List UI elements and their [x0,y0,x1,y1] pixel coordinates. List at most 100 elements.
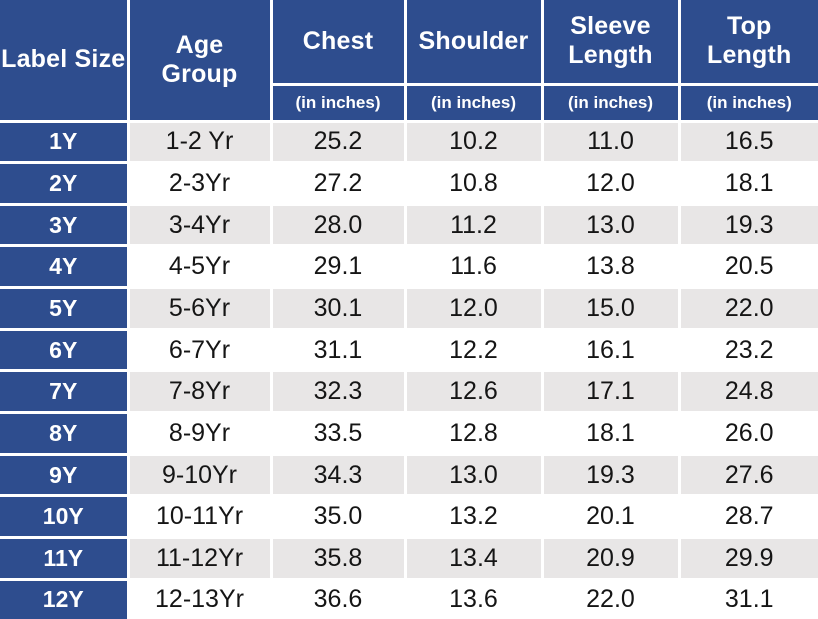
table-row: 6Y 6-7Yr 31.1 12.2 16.1 23.2 [0,329,818,373]
table-header: Label Size Age Group Chest Shoulder Slee… [0,0,818,123]
row-label-cell: 10Y [0,495,130,540]
shoulder-cell: 12.6 [405,370,544,415]
row-label-cell: 1Y [0,121,130,165]
chest-cell: 36.6 [271,579,407,619]
header-label-size: Label Size [0,0,130,123]
age-cell: 1-2 Yr [128,121,273,165]
top-cell: 24.8 [679,370,818,415]
age-cell: 4-5Yr [128,245,273,290]
chest-cell: 33.5 [271,412,407,456]
row-label-cell: 2Y [0,162,130,206]
row-label-cell: 4Y [0,245,130,290]
top-cell: 26.0 [679,412,818,456]
top-cell: 31.1 [679,579,818,619]
header-age-group-line1: Age [175,30,224,59]
header-chest-unit: (in inches) [271,84,407,123]
header-sleeve-length-line2: Length [568,41,653,70]
table-row: 11Y 11-12Yr 35.8 13.4 20.9 29.9 [0,537,818,581]
sleeve-cell: 12.0 [542,162,681,206]
shoulder-cell: 13.4 [405,537,544,581]
age-cell: 10-11Yr [128,495,273,540]
shoulder-cell: 11.6 [405,245,544,290]
shoulder-cell: 13.0 [405,454,544,498]
header-top-unit: (in inches) [679,84,818,123]
sleeve-cell: 13.0 [542,204,681,248]
table-row: 12Y 12-13Yr 36.6 13.6 22.0 31.1 [0,579,818,619]
chest-cell: 27.2 [271,162,407,206]
chest-cell: 30.1 [271,287,407,331]
age-cell: 3-4Yr [128,204,273,248]
header-row-main: Label Size Age Group Chest Shoulder Slee… [0,0,818,123]
table-body: 1Y 1-2 Yr 25.2 10.2 11.0 16.5 2Y 2-3Yr 2… [0,121,818,619]
header-row-units: (in inches) (in inches) (in inches) (in … [0,84,818,123]
row-label-cell: 8Y [0,412,130,456]
table-row: 7Y 7-8Yr 32.3 12.6 17.1 24.8 [0,370,818,415]
table-row: 5Y 5-6Yr 30.1 12.0 15.0 22.0 [0,287,818,331]
age-cell: 7-8Yr [128,370,273,415]
top-cell: 20.5 [679,245,818,290]
sleeve-cell: 17.1 [542,370,681,415]
chest-cell: 25.2 [271,121,407,165]
header-chest: Chest [271,0,407,86]
table-row: 8Y 8-9Yr 33.5 12.8 18.1 26.0 [0,412,818,456]
header-age-group: Age Group [128,0,273,123]
age-cell: 2-3Yr [128,162,273,206]
row-label-cell: 3Y [0,204,130,248]
header-age-group-line2: Group [161,59,238,88]
top-cell: 18.1 [679,162,818,206]
sleeve-cell: 19.3 [542,454,681,498]
sleeve-cell: 18.1 [542,412,681,456]
header-shoulder: Shoulder [405,0,544,86]
header-sleeve-unit: (in inches) [542,84,681,123]
header-top-length-line2: Length [706,41,792,70]
shoulder-cell: 13.6 [405,579,544,619]
top-cell: 27.6 [679,454,818,498]
age-cell: 6-7Yr [128,329,273,373]
chest-cell: 35.0 [271,495,407,540]
header-top-length: Top Length [679,0,818,86]
row-label-cell: 5Y [0,287,130,331]
row-label-cell: 11Y [0,537,130,581]
row-label-cell: 12Y [0,579,130,619]
shoulder-cell: 12.2 [405,329,544,373]
top-cell: 19.3 [679,204,818,248]
age-cell: 8-9Yr [128,412,273,456]
shoulder-cell: 10.2 [405,121,544,165]
age-cell: 12-13Yr [128,579,273,619]
sleeve-cell: 16.1 [542,329,681,373]
sleeve-cell: 20.1 [542,495,681,540]
header-sleeve-length-line1: Sleeve [570,12,651,41]
shoulder-cell: 12.8 [405,412,544,456]
table-row: 9Y 9-10Yr 34.3 13.0 19.3 27.6 [0,454,818,498]
table-row: 1Y 1-2 Yr 25.2 10.2 11.0 16.5 [0,121,818,165]
age-cell: 5-6Yr [128,287,273,331]
sleeve-cell: 13.8 [542,245,681,290]
top-cell: 16.5 [679,121,818,165]
header-sleeve-length: Sleeve Length [542,0,681,86]
chest-cell: 28.0 [271,204,407,248]
header-top-length-line1: Top [726,12,772,41]
top-cell: 29.9 [679,537,818,581]
chest-cell: 32.3 [271,370,407,415]
chest-cell: 31.1 [271,329,407,373]
table-row: 10Y 10-11Yr 35.0 13.2 20.1 28.7 [0,495,818,540]
chest-cell: 29.1 [271,245,407,290]
chest-cell: 35.8 [271,537,407,581]
table-row: 2Y 2-3Yr 27.2 10.8 12.0 18.1 [0,162,818,206]
top-cell: 23.2 [679,329,818,373]
row-label-cell: 6Y [0,329,130,373]
sleeve-cell: 15.0 [542,287,681,331]
chest-cell: 34.3 [271,454,407,498]
shoulder-cell: 12.0 [405,287,544,331]
age-cell: 11-12Yr [128,537,273,581]
shoulder-cell: 10.8 [405,162,544,206]
sleeve-cell: 20.9 [542,537,681,581]
sleeve-cell: 22.0 [542,579,681,619]
top-cell: 22.0 [679,287,818,331]
table-row: 3Y 3-4Yr 28.0 11.2 13.0 19.3 [0,204,818,248]
row-label-cell: 7Y [0,370,130,415]
top-cell: 28.7 [679,495,818,540]
sleeve-cell: 11.0 [542,121,681,165]
shoulder-cell: 13.2 [405,495,544,540]
